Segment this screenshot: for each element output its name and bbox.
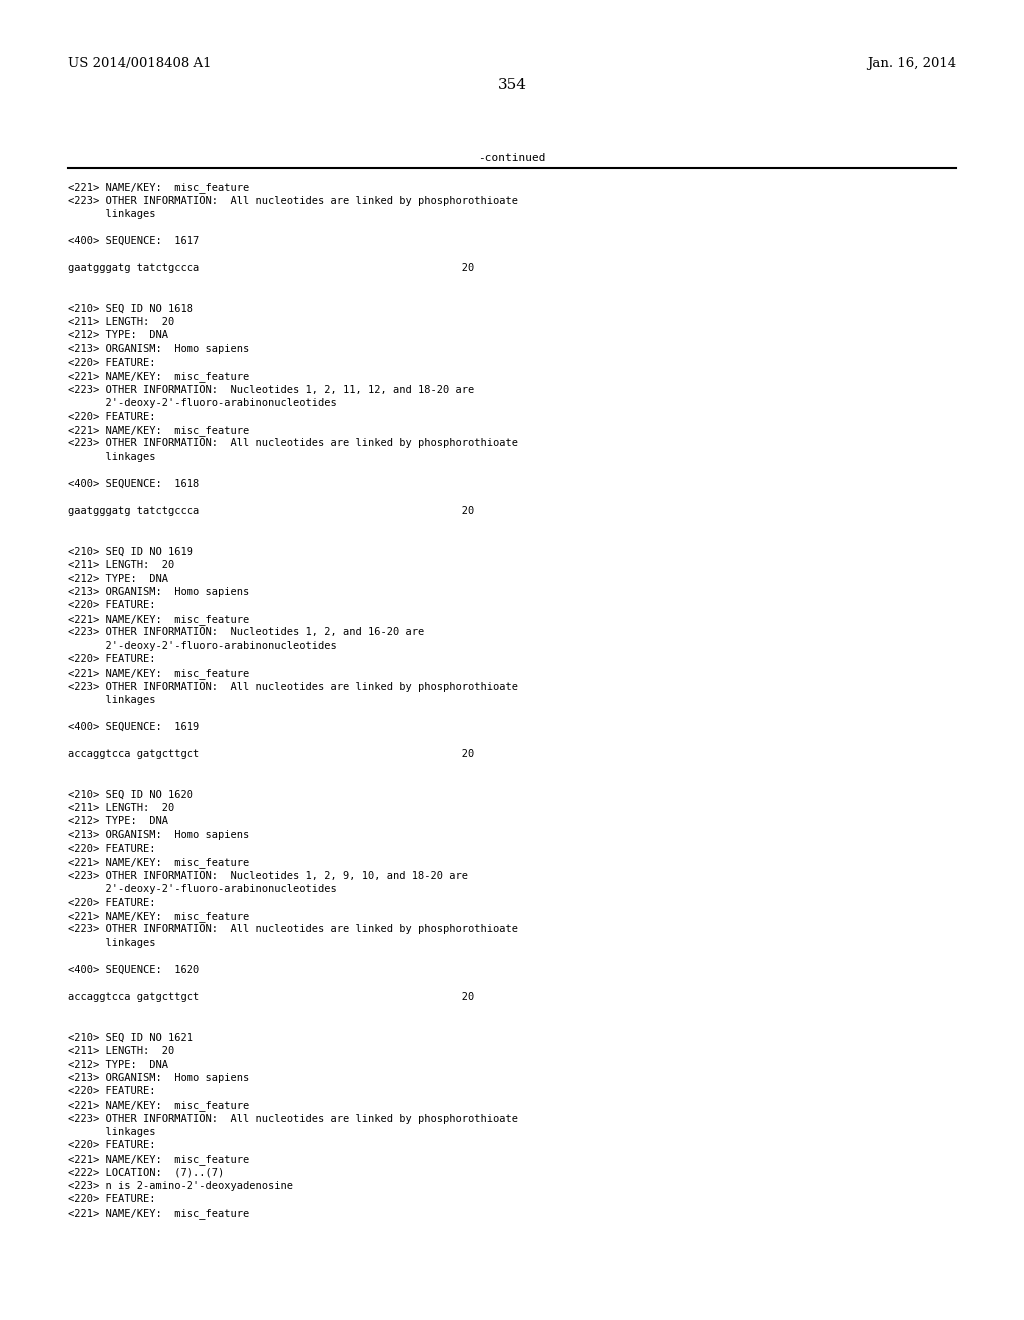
Text: <221> NAME/KEY:  misc_feature: <221> NAME/KEY: misc_feature bbox=[68, 371, 249, 381]
Text: <223> OTHER INFORMATION:  All nucleotides are linked by phosphorothioate: <223> OTHER INFORMATION: All nucleotides… bbox=[68, 1114, 518, 1123]
Text: <221> NAME/KEY:  misc_feature: <221> NAME/KEY: misc_feature bbox=[68, 911, 249, 921]
Text: gaatgggatg tatctgccca                                          20: gaatgggatg tatctgccca 20 bbox=[68, 263, 474, 273]
Text: <213> ORGANISM:  Homo sapiens: <213> ORGANISM: Homo sapiens bbox=[68, 1073, 249, 1082]
Text: <211> LENGTH:  20: <211> LENGTH: 20 bbox=[68, 317, 174, 327]
Text: <220> FEATURE:: <220> FEATURE: bbox=[68, 412, 156, 421]
Text: <220> FEATURE:: <220> FEATURE: bbox=[68, 1140, 156, 1151]
Text: <220> FEATURE:: <220> FEATURE: bbox=[68, 601, 156, 610]
Text: <222> LOCATION:  (7)..(7): <222> LOCATION: (7)..(7) bbox=[68, 1167, 224, 1177]
Text: <223> OTHER INFORMATION:  All nucleotides are linked by phosphorothioate: <223> OTHER INFORMATION: All nucleotides… bbox=[68, 438, 518, 449]
Text: <210> SEQ ID NO 1620: <210> SEQ ID NO 1620 bbox=[68, 789, 193, 800]
Text: <211> LENGTH:  20: <211> LENGTH: 20 bbox=[68, 1045, 174, 1056]
Text: <221> NAME/KEY:  misc_feature: <221> NAME/KEY: misc_feature bbox=[68, 614, 249, 624]
Text: <210> SEQ ID NO 1621: <210> SEQ ID NO 1621 bbox=[68, 1032, 193, 1043]
Text: gaatgggatg tatctgccca                                          20: gaatgggatg tatctgccca 20 bbox=[68, 506, 474, 516]
Text: <223> OTHER INFORMATION:  Nucleotides 1, 2, 11, 12, and 18-20 are: <223> OTHER INFORMATION: Nucleotides 1, … bbox=[68, 384, 474, 395]
Text: 2'-deoxy-2'-fluoro-arabinonucleotides: 2'-deoxy-2'-fluoro-arabinonucleotides bbox=[68, 884, 337, 894]
Text: accaggtcca gatgcttgct                                          20: accaggtcca gatgcttgct 20 bbox=[68, 993, 474, 1002]
Text: <211> LENGTH:  20: <211> LENGTH: 20 bbox=[68, 560, 174, 570]
Text: <212> TYPE:  DNA: <212> TYPE: DNA bbox=[68, 573, 168, 583]
Text: linkages: linkages bbox=[68, 451, 156, 462]
Text: <210> SEQ ID NO 1619: <210> SEQ ID NO 1619 bbox=[68, 546, 193, 557]
Text: <400> SEQUENCE:  1620: <400> SEQUENCE: 1620 bbox=[68, 965, 200, 975]
Text: <221> NAME/KEY:  misc_feature: <221> NAME/KEY: misc_feature bbox=[68, 182, 249, 193]
Text: <221> NAME/KEY:  misc_feature: <221> NAME/KEY: misc_feature bbox=[68, 1154, 249, 1166]
Text: 2'-deoxy-2'-fluoro-arabinonucleotides: 2'-deoxy-2'-fluoro-arabinonucleotides bbox=[68, 642, 337, 651]
Text: <220> FEATURE:: <220> FEATURE: bbox=[68, 1195, 156, 1204]
Text: <212> TYPE:  DNA: <212> TYPE: DNA bbox=[68, 330, 168, 341]
Text: <223> OTHER INFORMATION:  Nucleotides 1, 2, and 16-20 are: <223> OTHER INFORMATION: Nucleotides 1, … bbox=[68, 627, 424, 638]
Text: <220> FEATURE:: <220> FEATURE: bbox=[68, 655, 156, 664]
Text: <400> SEQUENCE:  1619: <400> SEQUENCE: 1619 bbox=[68, 722, 200, 733]
Text: 2'-deoxy-2'-fluoro-arabinonucleotides: 2'-deoxy-2'-fluoro-arabinonucleotides bbox=[68, 399, 337, 408]
Text: <212> TYPE:  DNA: <212> TYPE: DNA bbox=[68, 1060, 168, 1069]
Text: <213> ORGANISM:  Homo sapiens: <213> ORGANISM: Homo sapiens bbox=[68, 830, 249, 840]
Text: <221> NAME/KEY:  misc_feature: <221> NAME/KEY: misc_feature bbox=[68, 1208, 249, 1218]
Text: <400> SEQUENCE:  1618: <400> SEQUENCE: 1618 bbox=[68, 479, 200, 488]
Text: linkages: linkages bbox=[68, 1127, 156, 1137]
Text: <213> ORGANISM:  Homo sapiens: <213> ORGANISM: Homo sapiens bbox=[68, 587, 249, 597]
Text: <221> NAME/KEY:  misc_feature: <221> NAME/KEY: misc_feature bbox=[68, 1100, 249, 1111]
Text: <400> SEQUENCE:  1617: <400> SEQUENCE: 1617 bbox=[68, 236, 200, 246]
Text: <220> FEATURE:: <220> FEATURE: bbox=[68, 843, 156, 854]
Text: <223> OTHER INFORMATION:  All nucleotides are linked by phosphorothioate: <223> OTHER INFORMATION: All nucleotides… bbox=[68, 681, 518, 692]
Text: <223> OTHER INFORMATION:  All nucleotides are linked by phosphorothioate: <223> OTHER INFORMATION: All nucleotides… bbox=[68, 924, 518, 935]
Text: accaggtcca gatgcttgct                                          20: accaggtcca gatgcttgct 20 bbox=[68, 748, 474, 759]
Text: linkages: linkages bbox=[68, 209, 156, 219]
Text: <210> SEQ ID NO 1618: <210> SEQ ID NO 1618 bbox=[68, 304, 193, 314]
Text: <220> FEATURE:: <220> FEATURE: bbox=[68, 358, 156, 367]
Text: 354: 354 bbox=[498, 78, 526, 92]
Text: <221> NAME/KEY:  misc_feature: <221> NAME/KEY: misc_feature bbox=[68, 668, 249, 678]
Text: <220> FEATURE:: <220> FEATURE: bbox=[68, 1086, 156, 1097]
Text: <223> n is 2-amino-2'-deoxyadenosine: <223> n is 2-amino-2'-deoxyadenosine bbox=[68, 1181, 293, 1191]
Text: <220> FEATURE:: <220> FEATURE: bbox=[68, 898, 156, 908]
Text: <223> OTHER INFORMATION:  Nucleotides 1, 2, 9, 10, and 18-20 are: <223> OTHER INFORMATION: Nucleotides 1, … bbox=[68, 870, 468, 880]
Text: <223> OTHER INFORMATION:  All nucleotides are linked by phosphorothioate: <223> OTHER INFORMATION: All nucleotides… bbox=[68, 195, 518, 206]
Text: US 2014/0018408 A1: US 2014/0018408 A1 bbox=[68, 57, 212, 70]
Text: -continued: -continued bbox=[478, 153, 546, 162]
Text: <213> ORGANISM:  Homo sapiens: <213> ORGANISM: Homo sapiens bbox=[68, 345, 249, 354]
Text: linkages: linkages bbox=[68, 696, 156, 705]
Text: Jan. 16, 2014: Jan. 16, 2014 bbox=[867, 57, 956, 70]
Text: linkages: linkages bbox=[68, 939, 156, 948]
Text: <211> LENGTH:  20: <211> LENGTH: 20 bbox=[68, 803, 174, 813]
Text: <212> TYPE:  DNA: <212> TYPE: DNA bbox=[68, 817, 168, 826]
Text: <221> NAME/KEY:  misc_feature: <221> NAME/KEY: misc_feature bbox=[68, 857, 249, 869]
Text: <221> NAME/KEY:  misc_feature: <221> NAME/KEY: misc_feature bbox=[68, 425, 249, 436]
